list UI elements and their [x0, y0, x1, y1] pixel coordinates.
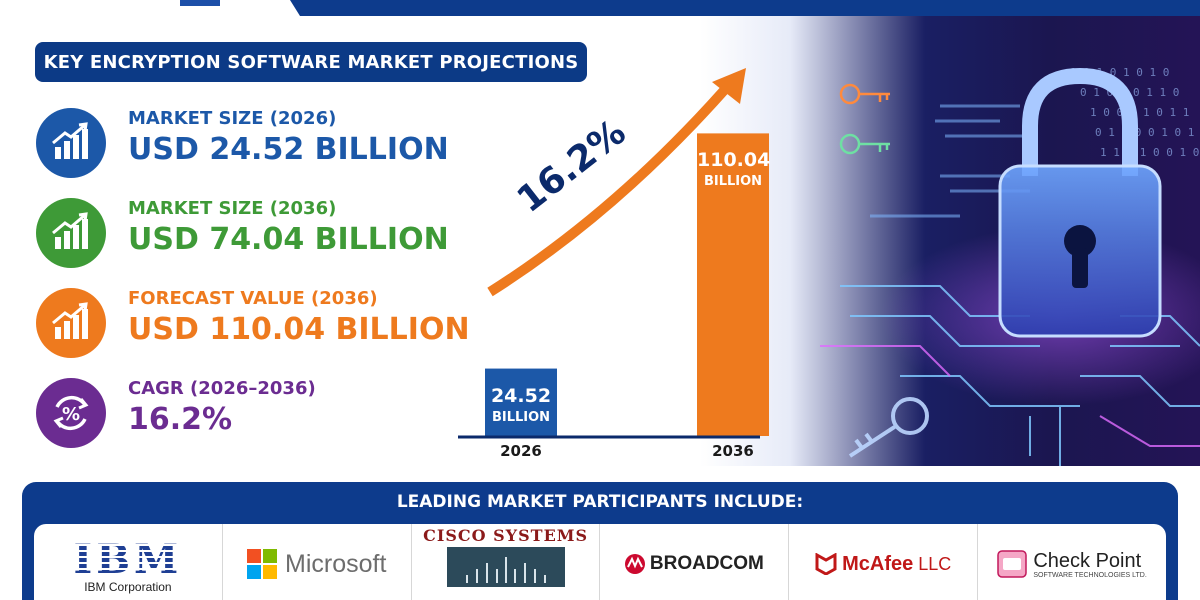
padlock-icon: [998, 67, 1162, 338]
page-title: KEY ENCRYPTION SOFTWARE MARKET PROJECTIO…: [35, 42, 587, 82]
bar-unit: BILLION: [491, 409, 551, 425]
stat-cagr: % CAGR (2026–2036) 16.2%: [36, 374, 476, 450]
logo-microsoft: Microsoft: [223, 524, 412, 600]
cyber-illustration: 1 0 1 0 1 0 1 0 0 1 0 1 0 1 1 0 1 0 0 1 …: [700, 16, 1200, 466]
svg-text:0 1 1 0 0 1 0 1: 0 1 1 0 0 1 0 1: [1095, 126, 1194, 139]
growth-arrow: [487, 74, 739, 297]
mcafee-suffix: LLC: [918, 553, 952, 574]
cisco-bridge-icon: [446, 547, 565, 587]
stat-value: 16.2%: [128, 402, 233, 437]
stat-circle: [36, 108, 106, 178]
stat-circle: [36, 198, 106, 268]
logo-cisco: CISCO SYSTEMS: [412, 524, 601, 600]
x-tick-2036: 2036: [712, 442, 754, 460]
broadcom-logo-icon: [624, 554, 645, 574]
stat-circle: [36, 288, 106, 358]
growth-chart: 24.52 BILLION 110.04 BILLION 2026 2036: [450, 60, 770, 470]
key-icon: [839, 83, 890, 105]
bar-label-2026: 24.52 BILLION: [485, 384, 557, 425]
cisco-wordmark: CISCO SYSTEMS: [423, 526, 589, 545]
bar-value: 110.04: [697, 149, 771, 172]
checkpoint-wordmark: Check Point: [1033, 549, 1142, 572]
top-band: [0, 0, 1200, 16]
svg-text:1 0 0 1 1 0 1 1: 1 0 0 1 1 0 1 1: [1090, 106, 1189, 119]
ibm-caption: IBM Corporation: [84, 580, 172, 594]
participants-panel: LEADING MARKET PARTICIPANTS INCLUDE: IBM…: [22, 482, 1178, 600]
logo-checkpoint: Check Point SOFTWARE TECHNOLOGIES LTD.: [978, 524, 1166, 600]
bar-2026: [485, 368, 557, 436]
x-tick-2026: 2026: [500, 442, 542, 460]
logo-mcafee: McAfee LLC: [789, 524, 979, 600]
stat-label: FORECAST VALUE (2036): [128, 288, 378, 309]
bar-value: 24.52: [490, 384, 552, 407]
growth-arrowhead: [712, 68, 746, 104]
stat-value: USD 110.04 BILLION: [128, 312, 470, 347]
stat-label: MARKET SIZE (2036): [128, 198, 337, 219]
stat-label: MARKET SIZE (2026): [128, 108, 337, 129]
microsoft-logo-icon: [247, 549, 278, 579]
stat-value: USD 24.52 BILLION: [128, 132, 449, 167]
mcafee-wordmark: McAfee: [842, 552, 914, 575]
bar-chart-growth-icon: [52, 302, 88, 339]
mcafee-shield-icon: [815, 553, 837, 575]
percent-cycle-icon: %: [53, 395, 89, 431]
stat-value: USD 74.04 BILLION: [128, 222, 449, 257]
checkpoint-logo-icon: [997, 550, 1028, 578]
checkpoint-caption: SOFTWARE TECHNOLOGIES LTD.: [1033, 571, 1147, 579]
top-band-tick: [180, 0, 220, 6]
broadcom-wordmark: BROADCOM: [649, 553, 764, 574]
logo-ibm: IBM IBM Corporation: [34, 524, 223, 600]
stat-circle: %: [36, 378, 106, 448]
bar-unit: BILLION: [703, 174, 763, 190]
participants-heading: LEADING MARKET PARTICIPANTS INCLUDE:: [396, 492, 804, 512]
logo-broadcom: BROADCOM: [600, 524, 790, 600]
stat-market-size-2036: MARKET SIZE (2036) USD 74.04 BILLION: [36, 194, 476, 270]
ibm-wordmark: IBM: [73, 536, 183, 583]
stat-market-size-2026: MARKET SIZE (2026) USD 24.52 BILLION: [36, 104, 476, 180]
bar-chart-growth-icon: [52, 122, 88, 159]
microsoft-wordmark: Microsoft: [285, 549, 387, 578]
chart-svg: [458, 68, 769, 439]
stat-label: CAGR (2026–2036): [128, 378, 316, 399]
svg-text:%: %: [62, 404, 80, 425]
circuit-icon: 1 0 1 0 1 0 1 0 0 1 0 1 0 1 1 0 1 0 0 1 …: [820, 66, 1200, 466]
bar-2036: [697, 133, 769, 436]
top-band-blue: [290, 0, 1200, 16]
stat-forecast-value-2036: FORECAST VALUE (2036) USD 110.04 BILLION: [36, 284, 476, 360]
svg-text:1 1 0 1 0 0 1 0: 1 1 0 1 0 0 1 0: [1100, 146, 1199, 159]
bar-chart-growth-icon: [52, 212, 88, 249]
logo-row: IBM IBM Corporation Microsoft CISCO SYST…: [34, 524, 1166, 600]
bar-label-2036: 110.04 BILLION: [697, 149, 771, 190]
